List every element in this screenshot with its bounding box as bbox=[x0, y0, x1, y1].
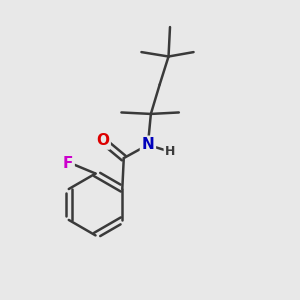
Text: N: N bbox=[142, 137, 154, 152]
Text: F: F bbox=[63, 156, 73, 171]
Text: H: H bbox=[165, 145, 175, 158]
Text: O: O bbox=[96, 133, 109, 148]
